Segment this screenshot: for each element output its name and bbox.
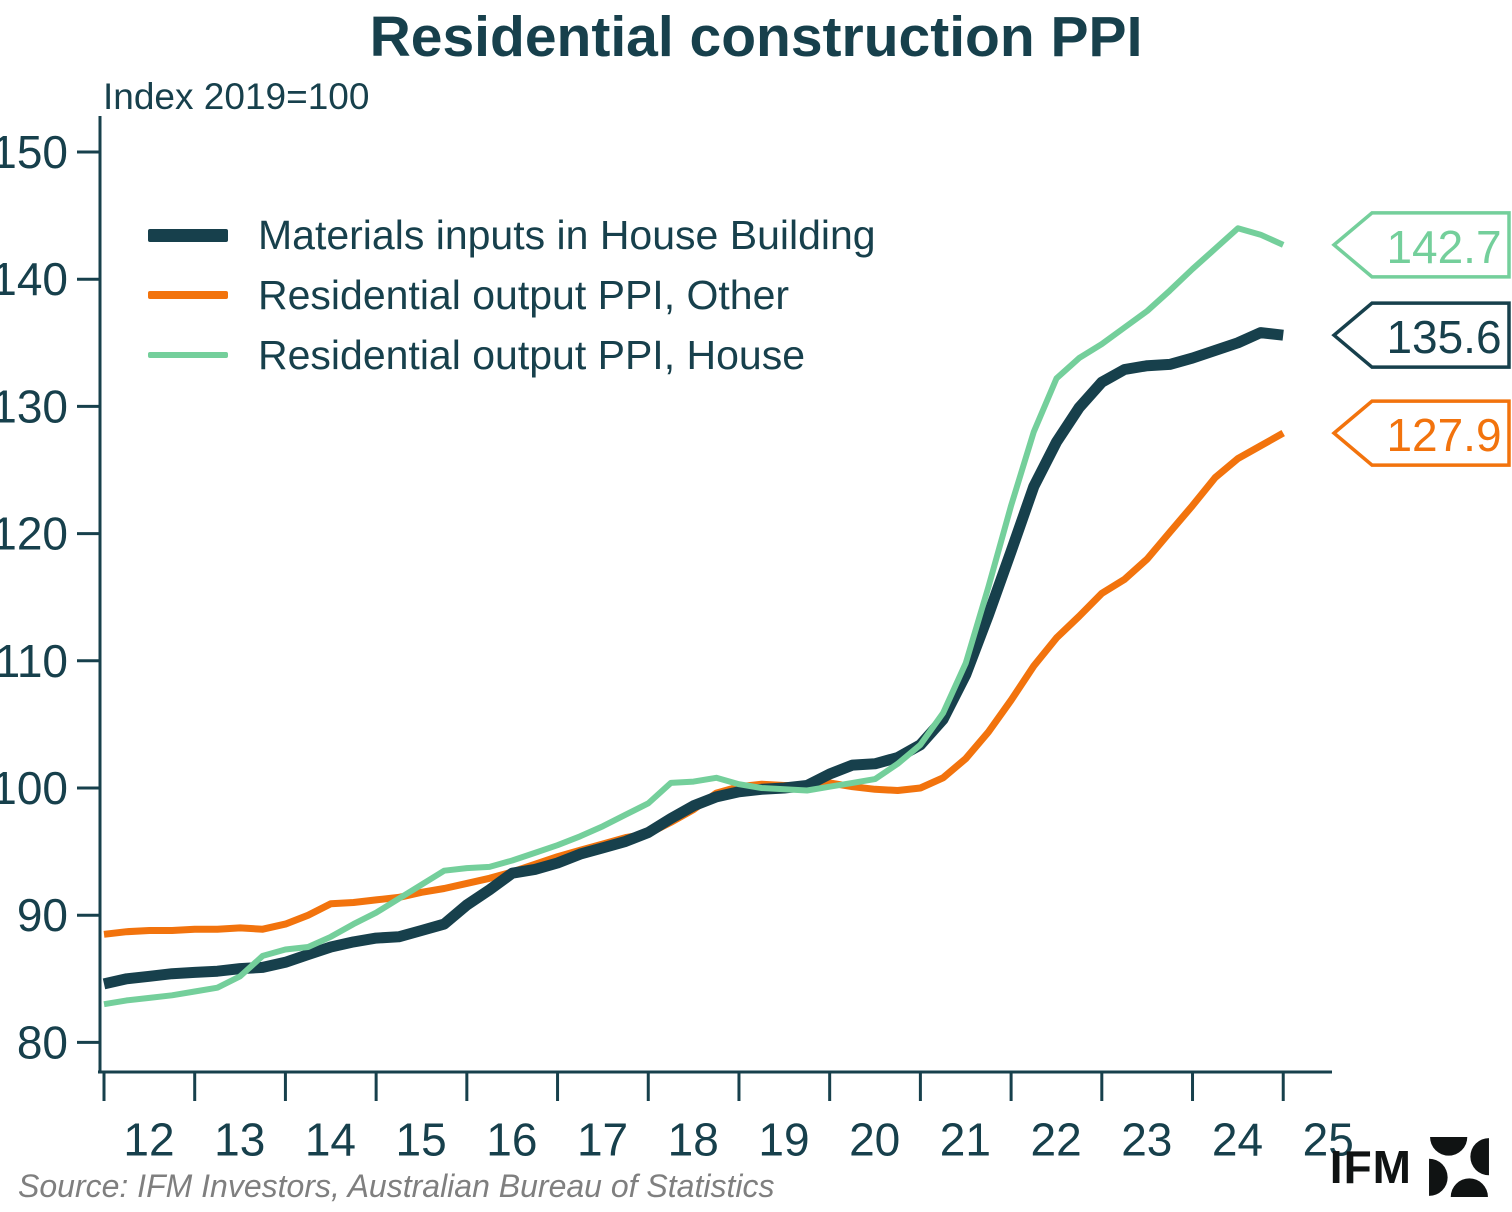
chart-title: Residential construction PPI [369, 5, 1143, 69]
x-tick-label: 19 [758, 1114, 809, 1166]
x-tick-label: 12 [123, 1114, 174, 1166]
ifm-logo-text: IFM [1329, 1141, 1412, 1193]
ifm-logo: IFM [1330, 1136, 1490, 1198]
y-tick-label: 90 [17, 889, 68, 941]
callout-value-output-house: 142.7 [1386, 221, 1501, 273]
series-line-output-house [103, 225, 1285, 1008]
legend-label: Materials inputs in House Building [258, 211, 876, 258]
x-tick-label: 24 [1212, 1114, 1263, 1166]
y-tick-label: 80 [17, 1016, 68, 1068]
legend-swatch-output-house [148, 352, 228, 358]
legend-swatch-materials-inputs [148, 228, 228, 242]
y-tick-label: 140 [0, 253, 68, 305]
callout-box-output-house [1331, 211, 1511, 279]
legend-swatch-output-other [148, 291, 228, 299]
legend-item-output-other: Residential output PPI, Other [148, 265, 789, 325]
callout-box-output-other [1331, 399, 1511, 467]
y-tick-label: 100 [0, 762, 68, 814]
x-tick-label: 23 [1121, 1114, 1172, 1166]
x-tick-label: 14 [305, 1114, 356, 1166]
x-tick-label: 13 [214, 1114, 265, 1166]
y-tick-label: 130 [0, 380, 68, 432]
callout-box-materials-inputs [1331, 301, 1511, 369]
x-tick-label: 16 [486, 1114, 537, 1166]
legend-item-output-house: Residential output PPI, House [148, 325, 805, 385]
x-tick-label: 20 [849, 1114, 900, 1166]
x-tick-label: 22 [1031, 1114, 1082, 1166]
axis-units-label: Index 2019=100 [103, 76, 370, 117]
y-tick-label: 110 [0, 635, 68, 687]
x-tick-label: 25 [1303, 1114, 1354, 1166]
callout-value-output-other: 127.9 [1386, 409, 1501, 461]
y-tick-label: 150 [0, 126, 68, 178]
series-line-materials-inputs [102, 327, 1284, 990]
x-tick-label: 17 [577, 1114, 628, 1166]
legend-item-materials-inputs: Materials inputs in House Building [148, 205, 876, 265]
y-tick-label: 120 [0, 508, 68, 560]
ifm-logo-mark [1429, 1137, 1489, 1197]
x-tick-label: 18 [668, 1114, 719, 1166]
source-note: Source: IFM Investors, Australian Bureau… [18, 1168, 775, 1204]
legend-label: Residential output PPI, House [258, 331, 805, 378]
callout-value-materials-inputs: 135.6 [1386, 311, 1501, 363]
x-tick-label: 21 [940, 1114, 991, 1166]
legend-label: Residential output PPI, Other [258, 271, 790, 318]
series-line-output-other [103, 430, 1285, 938]
x-tick-label: 15 [396, 1114, 447, 1166]
